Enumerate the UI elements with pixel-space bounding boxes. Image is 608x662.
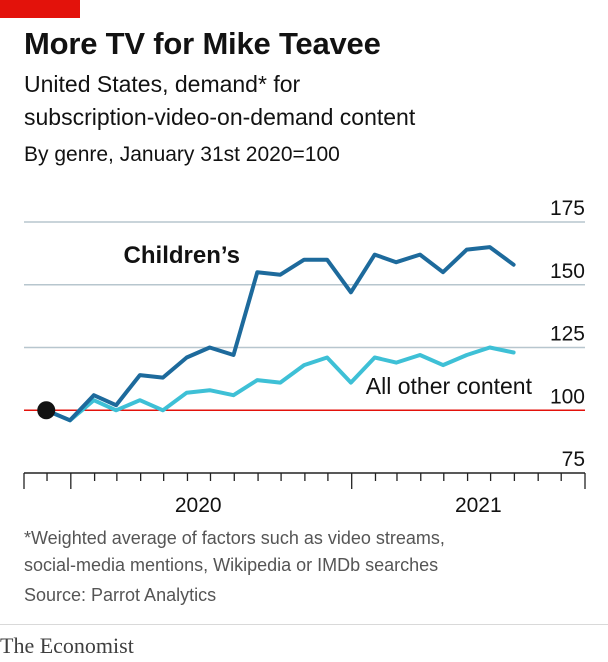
footer-divider bbox=[0, 624, 608, 625]
chart-subtitle-line2: subscription-video-on-demand content bbox=[24, 104, 416, 130]
other-content-series-line bbox=[44, 345, 516, 423]
y-tick-label: 150 bbox=[550, 260, 585, 283]
footnote-line1: *Weighted average of factors such as vid… bbox=[24, 528, 445, 548]
y-tick-label: 75 bbox=[562, 448, 585, 471]
y-tick-labels: 75 100 125 150 175 bbox=[550, 197, 585, 471]
publisher-wordmark: The Economist bbox=[0, 633, 134, 658]
x-tick-label: 2021 bbox=[455, 494, 502, 517]
x-axis: 2020 2021 bbox=[23, 472, 586, 517]
series-lines bbox=[37, 245, 516, 423]
chart-description: By genre, January 31st 2020=100 bbox=[24, 143, 340, 166]
children-series-line bbox=[44, 245, 516, 423]
y-tick-label: 175 bbox=[550, 197, 585, 220]
series-label-children: Children’s bbox=[124, 242, 240, 269]
series-label-other-content: All other content bbox=[366, 373, 533, 399]
chart-title: More TV for Mike Teavee bbox=[24, 26, 381, 61]
chart-subtitle-line1: United States, demand* for bbox=[24, 71, 301, 97]
brand-red-tag bbox=[0, 0, 80, 18]
footnote-line2: social-media mentions, Wikipedia or IMDb… bbox=[24, 555, 439, 575]
line-chart: 75 100 125 150 175 Children’s All other conte… bbox=[23, 197, 586, 517]
x-tick-label: 2020 bbox=[175, 494, 222, 517]
y-tick-label: 100 bbox=[550, 385, 585, 408]
y-tick-label: 125 bbox=[550, 323, 585, 346]
series-labels: Children’s All other content bbox=[124, 242, 533, 399]
start-marker-dot bbox=[37, 401, 56, 420]
source-note: Source: Parrot Analytics bbox=[24, 585, 217, 605]
